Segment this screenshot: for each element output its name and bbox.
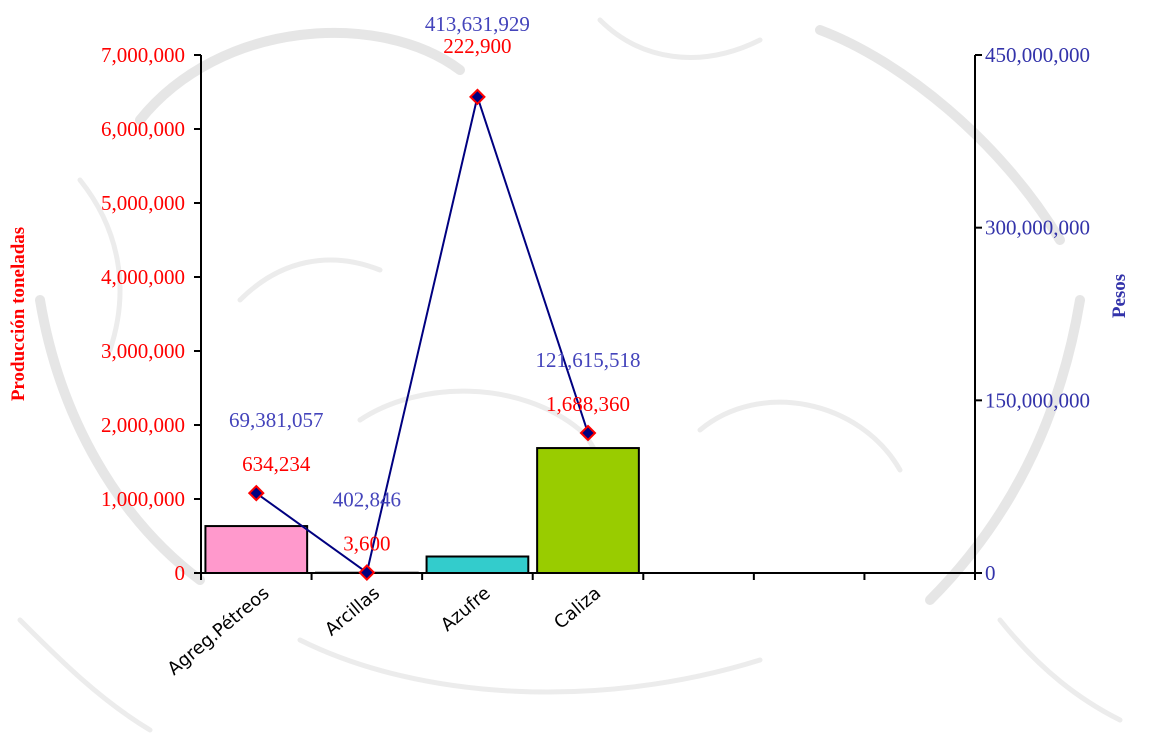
category-label: Agreg.Pétreos bbox=[164, 583, 274, 680]
bar bbox=[425, 555, 530, 574]
production-value-label: 3,600 bbox=[343, 532, 390, 556]
y-axis-label-right: Pesos bbox=[1109, 274, 1130, 318]
bar bbox=[536, 447, 640, 575]
left-tick-label: 2,000,000 bbox=[101, 413, 185, 437]
right-tick-label: 300,000,000 bbox=[985, 216, 1090, 240]
bar bbox=[204, 525, 309, 575]
x-axis-ticks bbox=[200, 573, 976, 580]
pesos-line-series bbox=[247, 88, 597, 581]
right-tick-label: 0 bbox=[985, 561, 996, 585]
production-value-label: 634,234 bbox=[242, 452, 311, 476]
pesos-value-label: 402,846 bbox=[333, 488, 401, 512]
data-labels: 69,381,057 634,234 402,846 3,600 413,631,929… bbox=[229, 12, 640, 556]
left-tick-label: 3,000,000 bbox=[101, 339, 185, 363]
line-marker bbox=[579, 424, 597, 442]
production-value-label: 1,688,360 bbox=[546, 392, 630, 416]
line-marker bbox=[247, 484, 265, 502]
left-tick-label: 5,000,000 bbox=[101, 191, 185, 215]
y-axis-label-left: Producción toneladas bbox=[8, 227, 29, 401]
pesos-value-label: 69,381,057 bbox=[229, 408, 324, 432]
category-labels: Agreg.Pétreos Arcillas Azufre Caliza bbox=[164, 583, 606, 680]
watermark-seal bbox=[17, 17, 1123, 733]
right-axis-ticks: 0 150,000,000 300,000,000 450,000,000 bbox=[975, 43, 1090, 585]
category-label: Azufre bbox=[437, 583, 495, 636]
right-tick-label: 150,000,000 bbox=[985, 388, 1090, 412]
category-label: Caliza bbox=[550, 583, 605, 634]
pesos-line bbox=[255, 93, 589, 575]
left-tick-label: 1,000,000 bbox=[101, 487, 185, 511]
bars bbox=[204, 447, 640, 575]
left-axis-ticks: 0 1,000,000 2,000,000 3,000,000 4,000,000 5,0… bbox=[101, 43, 201, 585]
left-tick-label: 0 bbox=[175, 561, 186, 585]
left-tick-label: 4,000,000 bbox=[101, 265, 185, 289]
category-label: Arcillas bbox=[321, 583, 384, 641]
pesos-value-label: 121,615,518 bbox=[536, 348, 641, 372]
line-marker bbox=[358, 564, 376, 581]
left-tick-label: 6,000,000 bbox=[101, 117, 185, 141]
production-value-label: 222,900 bbox=[443, 34, 511, 58]
left-tick-label: 7,000,000 bbox=[101, 43, 185, 67]
pesos-value-label: 413,631,929 bbox=[425, 12, 530, 36]
right-tick-label: 450,000,000 bbox=[985, 43, 1090, 67]
line-marker bbox=[469, 88, 486, 106]
